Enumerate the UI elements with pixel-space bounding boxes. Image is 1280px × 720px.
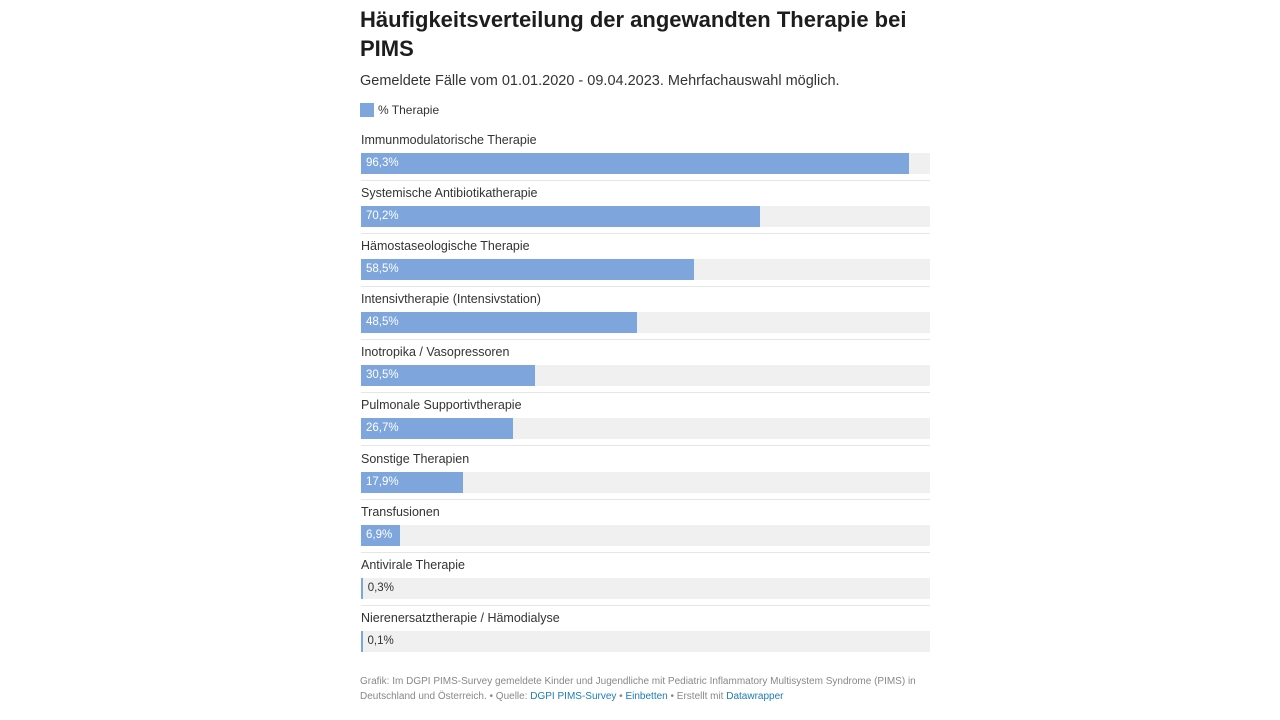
bar-track: 0,1% [361,630,930,652]
row-separator [361,551,930,553]
footer-created-with: • Erstellt mit [667,691,727,702]
bar-row: Antivirale Therapie 0,3% [360,557,930,610]
source-link[interactable]: DGPI PIMS-Survey [530,691,617,702]
category-label: Systemische Antibiotikatherapie [361,186,538,201]
bar-row: Hämostaseologische Therapie 58,5% [360,238,930,291]
row-separator [361,498,930,500]
datawrapper-link[interactable]: Datawrapper [726,691,784,702]
bar-row: Inotropika / Vasopressoren 30,5% [360,344,930,397]
bar [361,206,761,228]
bar [361,524,401,546]
row-separator [361,445,930,447]
bar [361,312,637,334]
bar-row: Nierenersatztherapie / Hämodialyse 0,1% [360,610,930,663]
footer-separator: • [616,691,626,702]
chart-container: Häufigkeitsverteilung der angewandten Th… [360,0,930,663]
category-label: Sonstige Therapien [361,451,470,466]
chart-subtitle: Gemeldete Fälle vom 01.01.2020 - 09.04.2… [360,73,840,89]
bar [361,577,363,599]
bar [361,471,463,493]
bar [361,259,694,281]
value-label: 58,5% [366,263,399,276]
bar-row: Sonstige Therapien 17,9% [360,451,930,504]
value-label: 26,7% [366,422,399,435]
value-label: 70,2% [366,210,399,223]
bar [361,153,909,174]
row-separator [361,392,930,394]
category-label: Hämostaseologische Therapie [361,239,530,254]
bar-row: Systemische Antibiotikatherapie 70,2% [360,185,930,238]
bar-row: Intensivtherapie (Intensivstation) 48,5% [360,291,930,344]
bar-rows: Immunmodulatorische Therapie 96,3% Systemi… [360,132,930,663]
value-label: 0,3% [367,581,394,594]
footer-text: Grafik: Im DGPI PIMS-Survey gemeldete Ki… [360,676,916,702]
bar [361,630,363,652]
category-label: Pulmonale Supportivtherapie [361,398,522,413]
bar-track: 30,5% [361,365,930,387]
bar-row: Immunmodulatorische Therapie 96,3% [360,132,930,185]
bar-track: 96,3% [361,153,930,174]
embed-link[interactable]: Einbetten [625,691,668,702]
row-separator [361,233,930,235]
row-separator [361,604,930,606]
bar [361,418,513,440]
bar-row: Transfusionen 6,9% [360,504,930,557]
legend-swatch [360,103,374,117]
bar-track: 26,7% [361,418,930,440]
value-label: 30,5% [366,369,399,382]
bar-track: 0,3% [361,577,930,599]
bar-track: 70,2% [361,206,930,228]
chart-title: Häufigkeitsverteilung der angewandten Th… [360,7,907,61]
bar-track: 6,9% [361,524,930,546]
category-label: Transfusionen [361,504,440,519]
bar [361,365,535,387]
category-label: Inotropika / Vasopressoren [361,345,510,360]
value-label: 96,3% [366,157,399,169]
category-label: Immunmodulatorische Therapie [361,133,537,147]
bar-row: Pulmonale Supportivtherapie 26,7% [360,397,930,450]
bar-track: 48,5% [361,312,930,334]
value-label: 6,9% [366,528,393,541]
category-label: Antivirale Therapie [361,557,465,572]
value-label: 17,9% [366,475,399,488]
value-label: 48,5% [366,316,399,329]
value-label: 0,1% [367,634,394,647]
bar-track: 58,5% [361,259,930,281]
category-label: Nierenersatztherapie / Hämodialyse [361,610,560,625]
legend: % Therapie [360,102,930,118]
row-separator [361,286,930,288]
bar-track: 17,9% [361,471,930,493]
row-separator [361,180,930,181]
row-separator [361,339,930,341]
chart-footer: Grafik: Im DGPI PIMS-Survey gemeldete Ki… [360,674,920,704]
legend-label: % Therapie [378,103,440,117]
category-label: Intensivtherapie (Intensivstation) [361,292,541,307]
